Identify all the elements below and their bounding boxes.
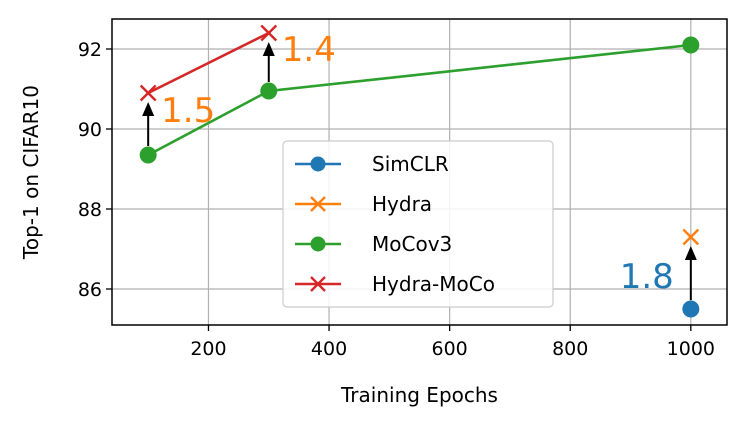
improvement-annotation: 1.8 [620, 246, 697, 300]
x-marker-stroke [682, 228, 700, 246]
legend-marker [310, 196, 326, 212]
x-marker-stroke [260, 24, 278, 42]
x-tick-label: 1000 [667, 338, 715, 360]
y-tick-label: 90 [78, 119, 102, 141]
legend-marker [310, 276, 326, 292]
x-axis-label: Training Epochs [340, 383, 498, 407]
series-hydra [682, 228, 700, 246]
data-point [139, 84, 157, 102]
data-point [682, 300, 700, 318]
arrow-head [142, 102, 155, 116]
legend: SimCLR Hydra MoCov3 Hydra-MoCo [282, 140, 554, 308]
arrow-head [684, 246, 697, 260]
annotations: 1.5 1.4 1.8 [142, 30, 697, 300]
arrow-head [262, 42, 275, 56]
legend-label: Hydra-MoCo [372, 272, 495, 296]
data-point [682, 228, 700, 246]
data-point [682, 36, 700, 54]
legend-entry: MoCov3 [295, 232, 452, 256]
x-tick-label: 600 [432, 338, 468, 360]
x-tick-label: 200 [190, 338, 226, 360]
legend-entry: SimCLR [295, 152, 449, 176]
x-tick-label: 800 [552, 338, 588, 360]
series-line [147, 31, 270, 95]
y-tick-label: 92 [78, 39, 102, 61]
x-tick-label: 400 [311, 338, 347, 360]
legend-entry: Hydra [295, 192, 432, 216]
legend-marker [310, 156, 326, 172]
y-tick-label: 88 [78, 199, 102, 221]
delta-label: 1.4 [282, 30, 336, 70]
data-point [260, 24, 278, 42]
legend-label: MoCov3 [372, 232, 452, 256]
y-tick-label: 86 [78, 279, 102, 301]
legend-box [282, 140, 554, 308]
legend-label: SimCLR [372, 152, 449, 176]
axis-ticks: 200 400 600 800 1000 86 88 90 92 [78, 39, 715, 360]
series [139, 24, 700, 318]
data-point [260, 82, 278, 100]
legend-entry: Hydra-MoCo [295, 272, 495, 296]
x-marker-stroke [139, 84, 157, 102]
y-axis-label: Top-1 on CIFAR10 [19, 85, 43, 260]
delta-label: 1.8 [620, 257, 674, 297]
series-hydra-moco [139, 24, 278, 102]
series-line [147, 43, 691, 157]
series-mocov3 [139, 36, 700, 164]
plot-frame [111, 18, 728, 326]
x-marker-stroke [310, 276, 326, 292]
improvement-annotation: 1.4 [262, 30, 336, 82]
improvement-annotation: 1.5 [142, 91, 215, 146]
data-point [139, 146, 157, 164]
x-marker-stroke [310, 196, 326, 212]
delta-label: 1.5 [161, 91, 215, 131]
legend-marker [310, 236, 326, 252]
legend-label: Hydra [372, 192, 432, 216]
series-simclr [682, 300, 700, 318]
